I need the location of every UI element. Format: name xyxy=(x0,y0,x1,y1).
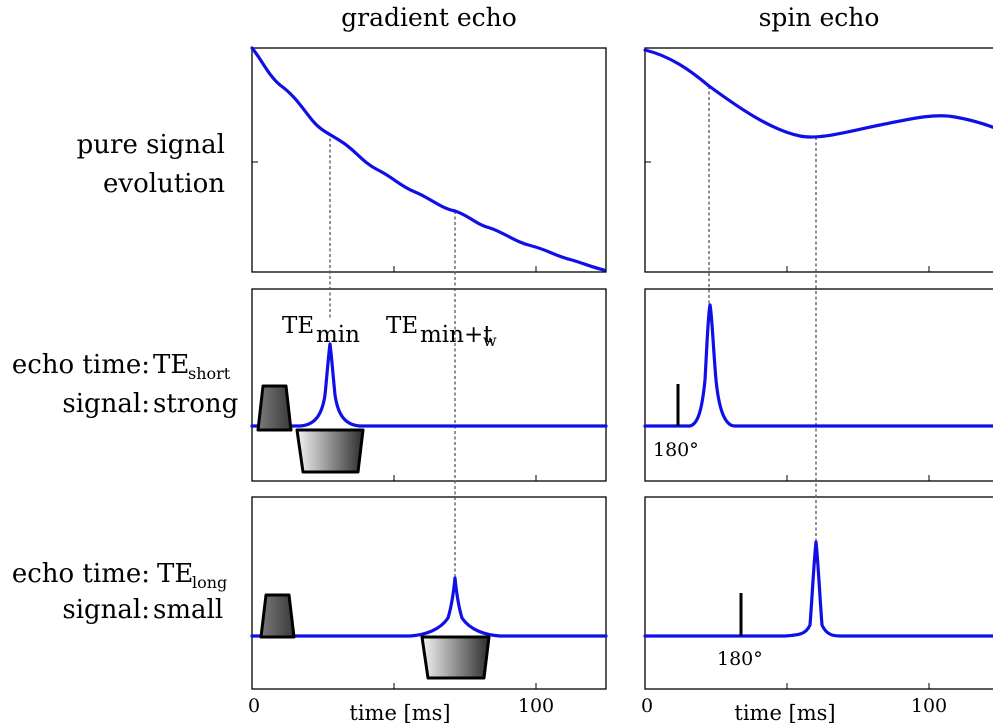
row-label-long-te-sub: long xyxy=(192,573,227,592)
xtick-label-spin-0: 0 xyxy=(641,695,653,717)
row-label-pure-line1: pure signal xyxy=(77,130,225,160)
gradient-lobe-long-negative xyxy=(420,635,491,680)
column-title-gradient-echo: gradient echo xyxy=(341,3,517,32)
row-label-short-echo-prefix: echo time: xyxy=(12,350,150,380)
row-label-short-signal-value: strong xyxy=(153,389,238,419)
row-label-long-echo-prefix: echo time: xyxy=(12,559,150,589)
curve-spin-long-echo xyxy=(643,540,993,638)
row-label-short-te-sub: short xyxy=(188,364,231,383)
column-title-spin-echo: spin echo xyxy=(759,3,880,32)
panel-spin-long xyxy=(644,496,993,690)
panel-frames xyxy=(251,47,993,690)
label-te-min-tw: TE xyxy=(386,313,418,339)
row-label-short-signal-prefix: signal: xyxy=(62,389,150,419)
echo-guide-lines xyxy=(329,86,817,578)
row-label-long-signal-value: small xyxy=(153,595,223,625)
row-label-long-signal-prefix: signal: xyxy=(62,595,150,625)
panel-spin-pure xyxy=(644,47,993,273)
xlabel-spin: time [ms] xyxy=(734,701,835,725)
panel-gradient-long xyxy=(251,496,607,690)
row-label-pure-line2: evolution xyxy=(103,169,225,199)
tick-marks xyxy=(252,161,930,689)
panel-gradient-pure xyxy=(251,47,607,273)
xtick-label-gradient-0: 0 xyxy=(248,695,260,717)
xlabel-gradient: time [ms] xyxy=(349,701,450,725)
label-te-min-tw-sub2: w xyxy=(483,331,497,350)
row-label-long-te: TE xyxy=(157,559,193,589)
gradient-lobe-long-positive xyxy=(259,593,296,639)
gradient-lobe-short-positive xyxy=(256,384,293,432)
label-180-long: 180° xyxy=(717,648,763,670)
label-180-short: 180° xyxy=(653,439,699,461)
xtick-label-gradient-100: 100 xyxy=(518,695,554,717)
xtick-label-spin-100: 100 xyxy=(911,695,947,717)
gradient-pulses xyxy=(256,384,491,680)
curve-spin-short-echo xyxy=(643,303,993,428)
curve-gradient-pure-evolution xyxy=(250,46,606,272)
curve-spin-pure-evolution xyxy=(643,48,993,139)
gradient-lobe-short-negative xyxy=(295,428,365,474)
label-te-min-sub: min xyxy=(316,322,360,348)
panel-gradient-short xyxy=(251,288,607,482)
curve-gradient-short-echo xyxy=(250,342,608,428)
row-label-short-te: TE xyxy=(153,350,189,380)
label-te-min-tw-sub: min+t xyxy=(420,322,493,348)
label-te-min: TE xyxy=(282,313,314,339)
signal-curves xyxy=(250,46,993,638)
panel-spin-short xyxy=(644,288,993,482)
rf-pulses xyxy=(676,384,743,636)
curve-gradient-long-echo xyxy=(250,576,608,638)
